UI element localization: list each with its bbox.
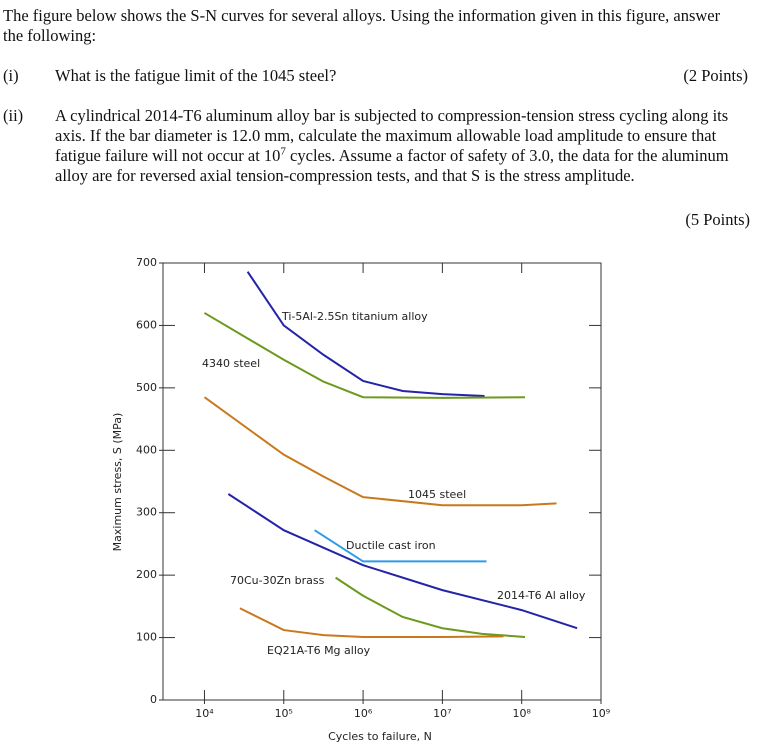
x-axis-label: Cycles to failure, N bbox=[328, 730, 432, 743]
series-line bbox=[227, 493, 578, 630]
series-label: 70Cu-30Zn brass bbox=[230, 574, 325, 587]
series-line bbox=[314, 529, 487, 563]
x-tick-label: 10⁷ bbox=[433, 707, 451, 720]
intro: The figure below shows the S-N curves fo… bbox=[3, 6, 721, 45]
question-text: What is the fatigue limit of the 1045 st… bbox=[55, 66, 337, 85]
x-tick-label: 10⁸ bbox=[512, 707, 531, 720]
plot-frame bbox=[162, 262, 602, 701]
y-tick-label: 700 bbox=[136, 256, 157, 269]
series-label: 4340 steel bbox=[202, 357, 260, 370]
series-line bbox=[239, 607, 504, 638]
question-points: (5 Points) bbox=[685, 210, 750, 229]
exponent: 7 bbox=[280, 145, 286, 158]
series-line bbox=[203, 396, 557, 507]
y-tick-label: 200 bbox=[136, 568, 157, 581]
text: A cylindrical 2014-T6 aluminum alloy bar… bbox=[55, 106, 729, 165]
y-tick-label: 0 bbox=[150, 693, 157, 706]
x-tick-label: 10⁶ bbox=[354, 707, 373, 720]
y-axis-label: Maximum stress, S (MPa) bbox=[111, 413, 124, 552]
series-label: 2014-T6 Al alloy bbox=[497, 589, 586, 602]
series-label: Ti-5Al-2.5Sn titanium alloy bbox=[281, 310, 428, 323]
question-number: (ii) bbox=[3, 106, 24, 125]
y-tick-label: 500 bbox=[136, 381, 157, 394]
x-tick-label: 10⁵ bbox=[275, 707, 293, 720]
series-label: EQ21A-T6 Mg alloy bbox=[267, 644, 371, 657]
x-tick-label: 10⁹ bbox=[592, 707, 610, 720]
series-label: 1045 steel bbox=[408, 488, 466, 501]
series-line bbox=[203, 312, 525, 399]
series-label: Ductile cast iron bbox=[346, 539, 436, 552]
question-points: (2 Points) bbox=[683, 66, 748, 85]
y-tick-label: 400 bbox=[136, 443, 157, 456]
series-line bbox=[335, 576, 526, 638]
y-tick-label: 300 bbox=[136, 506, 157, 519]
x-tick-label: 10⁴ bbox=[195, 707, 214, 720]
text: cycles. Assume a factor of safety of 3.0… bbox=[55, 146, 729, 185]
y-tick-label: 600 bbox=[136, 318, 157, 331]
series-line bbox=[246, 271, 485, 397]
question-text: A cylindrical 2014-T6 aluminum alloy bar… bbox=[55, 106, 750, 186]
y-tick-label: 100 bbox=[136, 631, 157, 644]
question-number: (i) bbox=[3, 66, 19, 85]
